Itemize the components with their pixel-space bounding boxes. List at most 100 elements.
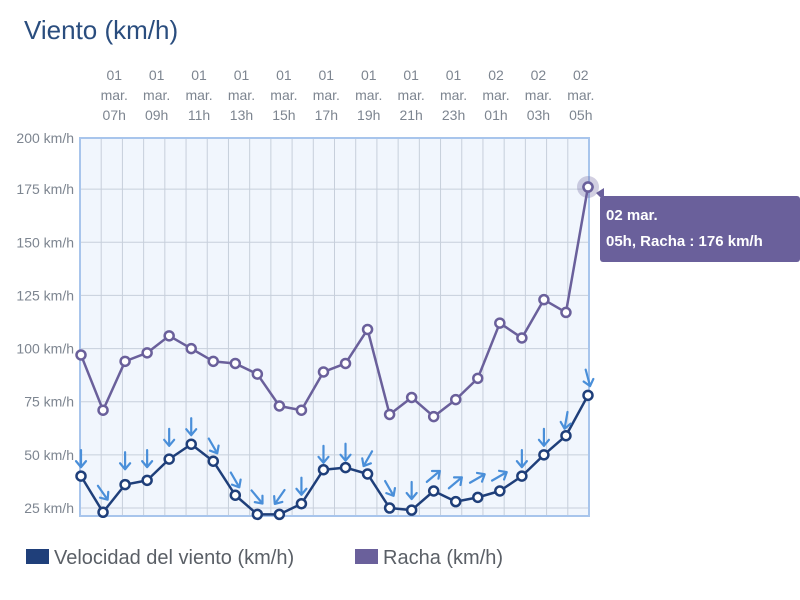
x-tick-line: 05h (569, 107, 592, 123)
data-point[interactable] (405, 504, 418, 516)
data-point[interactable] (361, 323, 374, 336)
data-point[interactable] (339, 461, 352, 474)
vertical-gridlines (79, 138, 590, 516)
data-point[interactable] (560, 429, 572, 442)
wind-arrow-icon (207, 437, 220, 455)
data-point[interactable] (273, 508, 286, 521)
data-point[interactable] (317, 463, 330, 476)
y-tick-label: 150 km/h (16, 234, 74, 250)
x-tick-line: 19h (357, 107, 380, 123)
data-point[interactable] (494, 317, 506, 329)
data-point[interactable] (207, 355, 220, 368)
data-point[interactable] (427, 410, 440, 423)
x-tick-line: 03h (527, 107, 550, 123)
data-point[interactable] (383, 408, 396, 421)
x-tick-line: 13h (230, 107, 253, 123)
data-point[interactable] (75, 349, 87, 361)
data-point[interactable] (449, 393, 462, 406)
y-tick-label: 50 km/h (24, 447, 74, 463)
x-tick-label: 01 mar. 09h (143, 67, 170, 123)
tooltip-line-1: 02 mar. (606, 207, 658, 224)
y-tick-label: 100 km/h (16, 341, 74, 357)
chart-title: Viento (km/h) (24, 15, 178, 45)
x-tick-line: 01 (276, 67, 292, 83)
legend-item-velocidad[interactable]: Velocidad del viento (km/h) (26, 547, 294, 569)
data-point[interactable] (405, 391, 418, 404)
wind-arrow-icon (490, 469, 508, 482)
x-tick-line: 15h (272, 107, 295, 123)
data-point[interactable] (538, 449, 550, 461)
data-point[interactable] (119, 478, 131, 491)
data-point[interactable] (361, 468, 374, 480)
x-tick-label: 02 mar. 01h (482, 67, 509, 123)
x-tick-line: 01 (191, 67, 207, 83)
data-point[interactable] (317, 366, 330, 378)
x-tick-line: mar. (440, 87, 467, 103)
data-point[interactable] (119, 355, 131, 368)
data-point[interactable] (207, 455, 220, 467)
x-tick-line: 02 (573, 67, 589, 83)
plot-border (79, 137, 590, 517)
wind-arrow-icon (339, 442, 352, 462)
wind-arrow-icon (537, 427, 551, 447)
x-tick-line: 01 (361, 67, 377, 83)
data-point[interactable] (582, 389, 594, 402)
x-tick-line: 01 (403, 67, 419, 83)
x-tick-line: mar. (228, 87, 255, 103)
data-point[interactable] (251, 368, 264, 380)
x-tick-label: 01 mar. 21h (398, 67, 425, 123)
data-point[interactable] (97, 404, 109, 416)
data-point[interactable] (97, 506, 109, 519)
data-point[interactable] (163, 330, 175, 342)
data-point[interactable] (516, 470, 528, 482)
data-point[interactable] (229, 489, 242, 501)
x-tick-line: 02 (488, 67, 504, 83)
wind-arrow-icon (141, 449, 154, 469)
data-point[interactable] (472, 491, 484, 504)
data-point[interactable] (295, 404, 308, 416)
legend-item-racha[interactable]: Racha (km/h) (355, 547, 503, 569)
data-point[interactable] (141, 474, 153, 487)
x-tick-line: mar. (313, 87, 340, 103)
data-point[interactable] (185, 342, 197, 355)
wind-arrow-icon (96, 484, 110, 501)
wind-arrow-icon (559, 410, 572, 430)
legend-label: Velocidad del viento (km/h) (54, 547, 294, 569)
data-point[interactable] (273, 400, 286, 412)
wind-direction-arrows (74, 368, 595, 506)
data-point[interactable] (75, 470, 87, 482)
data-point[interactable] (472, 372, 484, 385)
x-tick-line: 21h (399, 107, 422, 123)
x-tick-line: mar. (143, 87, 170, 103)
wind-arrow-icon (405, 480, 418, 501)
data-point[interactable] (229, 357, 242, 370)
x-tick-line: 23h (442, 107, 465, 123)
x-tick-line: mar. (185, 87, 212, 103)
legend-swatch (355, 549, 378, 564)
x-tick-line: 07h (103, 107, 126, 123)
tooltip: 02 mar. 05h, Racha : 176 km/h (577, 176, 800, 262)
data-point[interactable] (427, 485, 440, 497)
x-tick-line: 11h (188, 107, 210, 123)
data-point[interactable] (449, 495, 462, 508)
wind-arrow-icon (468, 471, 486, 484)
data-point[interactable] (185, 438, 197, 450)
x-tick-line: mar. (101, 87, 128, 103)
data-point[interactable] (383, 502, 396, 514)
data-point[interactable] (339, 357, 352, 370)
data-point[interactable] (516, 332, 528, 344)
data-point[interactable] (163, 453, 175, 465)
wind-arrow-icon (118, 451, 132, 471)
x-tick-line: 01 (149, 67, 165, 83)
x-tick-label: 01 mar. 23h (440, 67, 467, 123)
data-point[interactable] (141, 347, 153, 359)
wind-arrow-icon (582, 368, 595, 388)
data-point[interactable] (251, 508, 264, 521)
x-tick-line: 01 (446, 67, 462, 83)
data-point[interactable] (494, 485, 506, 497)
data-point[interactable] (538, 293, 550, 306)
x-tick-label: 01 mar. 15h (270, 67, 297, 123)
data-point[interactable] (560, 306, 572, 319)
data-point[interactable] (295, 497, 308, 510)
